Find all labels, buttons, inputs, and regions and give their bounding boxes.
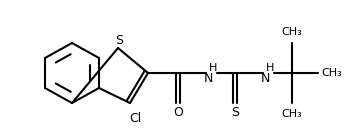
Text: H: H	[209, 63, 217, 73]
Text: O: O	[173, 105, 183, 119]
Text: S: S	[231, 105, 239, 119]
Text: CH₃: CH₃	[282, 109, 302, 119]
Text: S: S	[115, 34, 123, 47]
Text: CH₃: CH₃	[282, 27, 302, 37]
Text: H: H	[266, 63, 274, 73]
Text: CH₃: CH₃	[322, 68, 342, 78]
Text: Cl: Cl	[129, 111, 141, 124]
Text: N: N	[203, 72, 213, 84]
Text: N: N	[260, 72, 270, 84]
